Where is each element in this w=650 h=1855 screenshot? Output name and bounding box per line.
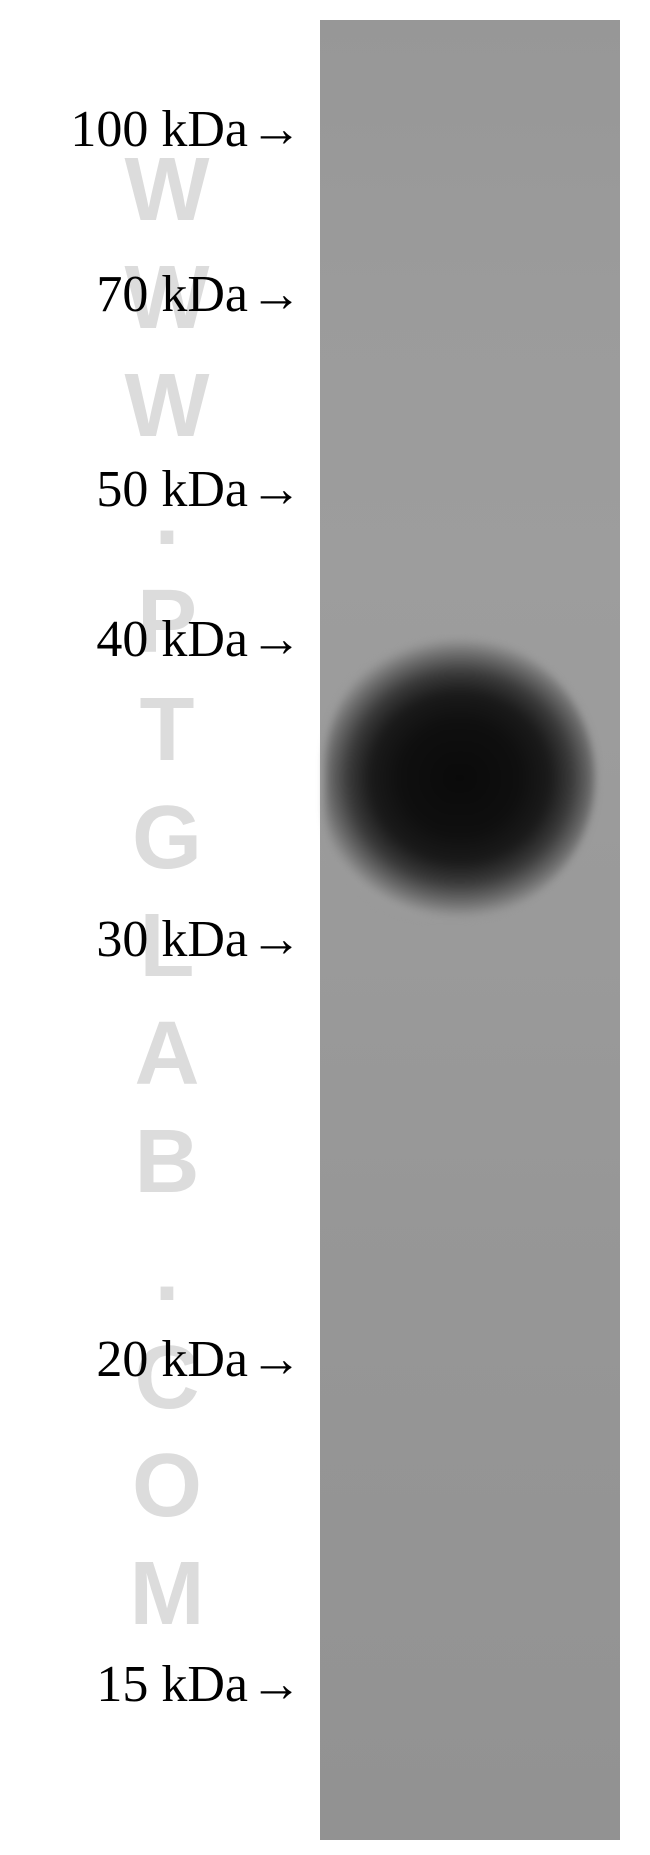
arrow-icon: →	[250, 100, 302, 159]
arrow-icon: →	[250, 460, 302, 519]
marker-40kda: 40 kDa →	[96, 610, 302, 669]
marker-label-text: 100 kDa	[70, 100, 248, 159]
marker-labels-column: 100 kDa → 70 kDa → 50 kDa → 40 kDa → 30 …	[0, 0, 310, 1855]
marker-100kda: 100 kDa →	[70, 100, 302, 159]
western-blot-figure: WWW.PTGLAB.COM 100 kDa → 70 kDa → 50 kDa…	[0, 0, 650, 1855]
marker-label-text: 70 kDa	[96, 265, 248, 324]
marker-label-text: 30 kDa	[96, 910, 248, 969]
marker-30kda: 30 kDa →	[96, 910, 302, 969]
marker-label-text: 20 kDa	[96, 1330, 248, 1389]
marker-label-text: 15 kDa	[96, 1655, 248, 1714]
protein-band	[325, 638, 595, 918]
arrow-icon: →	[250, 1330, 302, 1389]
marker-15kda: 15 kDa →	[96, 1655, 302, 1714]
marker-70kda: 70 kDa →	[96, 265, 302, 324]
marker-label-text: 40 kDa	[96, 610, 248, 669]
marker-50kda: 50 kDa →	[96, 460, 302, 519]
arrow-icon: →	[250, 1655, 302, 1714]
arrow-icon: →	[250, 610, 302, 669]
blot-lane	[320, 20, 620, 1840]
arrow-icon: →	[250, 265, 302, 324]
arrow-icon: →	[250, 910, 302, 969]
marker-label-text: 50 kDa	[96, 460, 248, 519]
marker-20kda: 20 kDa →	[96, 1330, 302, 1389]
